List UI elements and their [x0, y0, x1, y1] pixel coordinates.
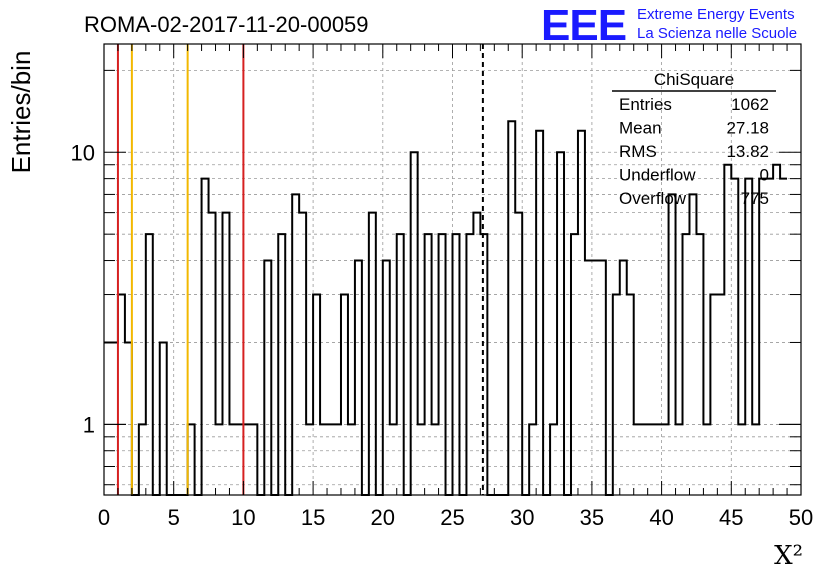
- axis-ticks: [103, 44, 802, 495]
- stats-label: Entries: [619, 95, 672, 114]
- x-tick-label: 50: [789, 505, 813, 530]
- y-tick-label: 10: [71, 140, 95, 165]
- histogram-line: [104, 120, 788, 496]
- x-tick-label: 40: [649, 505, 673, 530]
- stats-box: ChiSquare Entries 1062 Mean 27.18 RMS 13.82 Un…: [612, 70, 776, 208]
- stats-box-title: ChiSquare: [654, 70, 734, 89]
- stats-value: 1062: [731, 95, 769, 114]
- x-tick-label: 15: [301, 505, 325, 530]
- stats-label: RMS: [619, 142, 657, 161]
- reference-lines: [116, 44, 484, 495]
- x-tick-label: 20: [371, 505, 395, 530]
- tick-labels: 0 5 10 15 20 25 30 35 40 45 50 1 10: [71, 140, 814, 530]
- x-tick-label: 25: [440, 505, 464, 530]
- x-tick-label: 10: [231, 505, 255, 530]
- stats-box-rows: Entries 1062 Mean 27.18 RMS 13.82 Underflow 0 Ov…: [619, 95, 769, 208]
- x-tick-label: 45: [719, 505, 743, 530]
- eee-logo-mark: EEE: [541, 1, 626, 50]
- x-tick-label: 0: [98, 505, 110, 530]
- stats-value: 0: [760, 166, 769, 185]
- eee-logo: EEE Extreme Energy Events La Scienza nel…: [541, 1, 797, 50]
- stats-label: Overflow: [619, 189, 687, 208]
- y-axis-label: Entries/bin: [6, 51, 36, 174]
- x-tick-label: 30: [510, 505, 534, 530]
- x-tick-label: 5: [168, 505, 180, 530]
- chart-title: ROMA-02-2017-11-20-00059: [84, 12, 369, 37]
- logo-line-2: La Scienza nelle Scuole: [637, 25, 797, 42]
- stats-value: 775: [741, 189, 769, 208]
- stats-value: 13.82: [726, 142, 769, 161]
- stats-value: 27.18: [726, 119, 769, 138]
- stats-label: Mean: [619, 119, 662, 138]
- x-axis-label: X²: [774, 541, 803, 571]
- stats-label: Underflow: [619, 166, 696, 185]
- y-tick-label: 1: [83, 412, 95, 437]
- logo-line-1: Extreme Energy Events: [637, 6, 795, 23]
- histogram-series: [104, 120, 788, 496]
- x-tick-label: 35: [580, 505, 604, 530]
